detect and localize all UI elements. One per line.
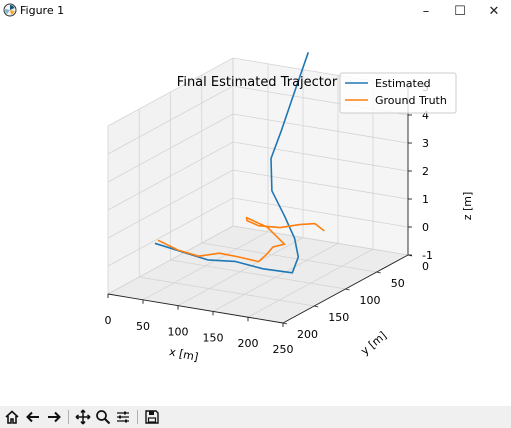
home-button[interactable] xyxy=(2,408,22,426)
y-tick-mark xyxy=(345,288,350,291)
legend: Estimated Ground Truth xyxy=(339,72,457,114)
save-button[interactable] xyxy=(142,408,162,426)
pan-icon xyxy=(75,409,91,425)
back-button[interactable] xyxy=(23,408,43,426)
x-tick-label: 250 xyxy=(273,343,294,356)
gridline-z xyxy=(107,225,409,295)
pan-button[interactable] xyxy=(73,408,93,426)
y-tick-label: 150 xyxy=(328,311,349,324)
close-button[interactable]: ✕ xyxy=(488,3,500,19)
x-axis-label: x [m] xyxy=(168,345,199,364)
legend-label-ground-truth: Ground Truth xyxy=(375,94,447,107)
y-axis-label: y [m] xyxy=(358,329,389,358)
legend-frame xyxy=(339,72,457,114)
configure-subplots-button[interactable] xyxy=(113,408,133,426)
gridline-z xyxy=(107,113,409,183)
forward-button[interactable] xyxy=(44,408,64,426)
x-tick-label: 100 xyxy=(168,326,189,339)
forward-arrow-icon xyxy=(48,411,61,423)
estimated-trajectory-line xyxy=(154,52,310,274)
z-tick-label: 0 xyxy=(422,221,429,234)
x-tick-label: 50 xyxy=(136,320,150,333)
y-tick-label: 200 xyxy=(297,328,318,341)
z-tick-label: 1 xyxy=(422,193,429,206)
ground-truth-trajectory-line xyxy=(157,216,325,263)
x-tick-label: 0 xyxy=(105,314,112,327)
x-tick-label: 150 xyxy=(203,331,224,344)
chart-title: Final Estimated Trajector xyxy=(177,75,338,90)
z-tick-label: 3 xyxy=(422,137,429,150)
gridline-z xyxy=(107,141,409,211)
save-icon xyxy=(145,410,159,424)
zoom-button[interactable] xyxy=(93,408,113,426)
configure-subplots-icon xyxy=(117,411,129,423)
gridline-z xyxy=(107,197,409,267)
gridline-z xyxy=(107,169,409,239)
matplotlib-logo-icon xyxy=(3,3,17,17)
window-title: Figure 1 xyxy=(20,4,65,17)
toolbar-separator xyxy=(68,410,69,424)
x-axis-line xyxy=(107,293,284,324)
y-tick-label: 100 xyxy=(360,294,381,307)
plot-lines xyxy=(154,52,325,274)
y-tick-label: 50 xyxy=(391,277,405,290)
window-title-bar: Figure 1 – ☐ ✕ xyxy=(0,0,511,22)
maximize-button[interactable]: ☐ xyxy=(454,3,466,19)
z-tick-label: 2 xyxy=(422,165,429,178)
minimize-button[interactable]: – xyxy=(422,3,430,19)
home-icon xyxy=(5,410,19,424)
z-tick-label: -1 xyxy=(422,249,433,262)
zoom-icon xyxy=(96,410,111,425)
x-tick-label: 200 xyxy=(238,337,259,350)
back-arrow-icon xyxy=(26,411,39,423)
z-tick-label: 4 xyxy=(422,109,429,122)
legend-label-estimated: Estimated xyxy=(375,77,431,90)
y-tick-mark xyxy=(376,271,381,274)
y-tick-mark xyxy=(282,322,288,325)
navigation-toolbar xyxy=(0,406,511,428)
z-axis-label: z [m] xyxy=(461,192,474,221)
y-tick-mark xyxy=(314,305,319,308)
toolbar-separator xyxy=(137,410,138,424)
y-tick-label: 0 xyxy=(422,260,429,273)
